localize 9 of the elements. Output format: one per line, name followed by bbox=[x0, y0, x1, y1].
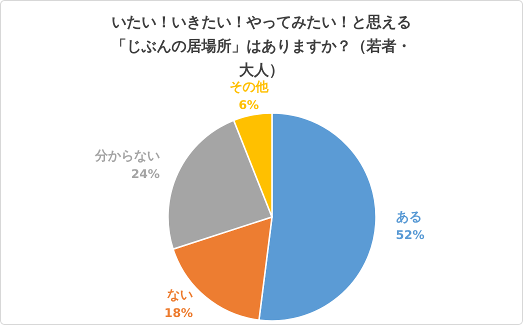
slice-label: その他 bbox=[229, 80, 270, 96]
slice-label: ない bbox=[166, 288, 193, 303]
slice-label: ある bbox=[396, 210, 422, 225]
data-label: 24% bbox=[131, 167, 160, 182]
chart-title: いたい！いきたい！やってみたい！と思える「じぶんの居場所」はありますか？（若者・大人） bbox=[112, 13, 412, 79]
slice-label: 分からない bbox=[94, 149, 160, 164]
data-label: 18% bbox=[164, 306, 193, 320]
data-label: 52% bbox=[396, 228, 424, 242]
data-label: 6% bbox=[238, 98, 259, 112]
